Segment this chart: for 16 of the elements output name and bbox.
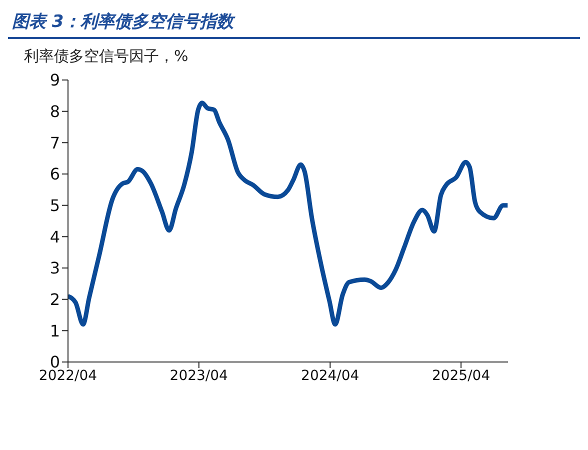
y-tick-label: 7 bbox=[50, 133, 60, 152]
y-tick-label: 5 bbox=[50, 196, 60, 216]
y-tick-label: 1 bbox=[50, 321, 60, 340]
y-tick-label: 2 bbox=[50, 290, 60, 310]
y-axis-title: 利率债多空信号因子，% bbox=[23, 46, 190, 66]
x-tick-label: 2024/04 bbox=[301, 368, 360, 384]
y-tick-label: 9 bbox=[50, 70, 60, 90]
x-tick-label: 2025/04 bbox=[432, 368, 490, 384]
y-tick-label: 4 bbox=[50, 227, 60, 246]
y-tick-label: 3 bbox=[50, 258, 60, 278]
x-tick-label: 2022/04 bbox=[38, 368, 98, 384]
y-tick-label: 6 bbox=[50, 164, 60, 184]
chart-title: 图表 3：利率债多空信号指数 bbox=[8, 8, 580, 39]
line-series bbox=[68, 100, 508, 327]
x-tick-label: 2023/04 bbox=[170, 368, 228, 384]
y-tick-label: 8 bbox=[50, 102, 60, 122]
